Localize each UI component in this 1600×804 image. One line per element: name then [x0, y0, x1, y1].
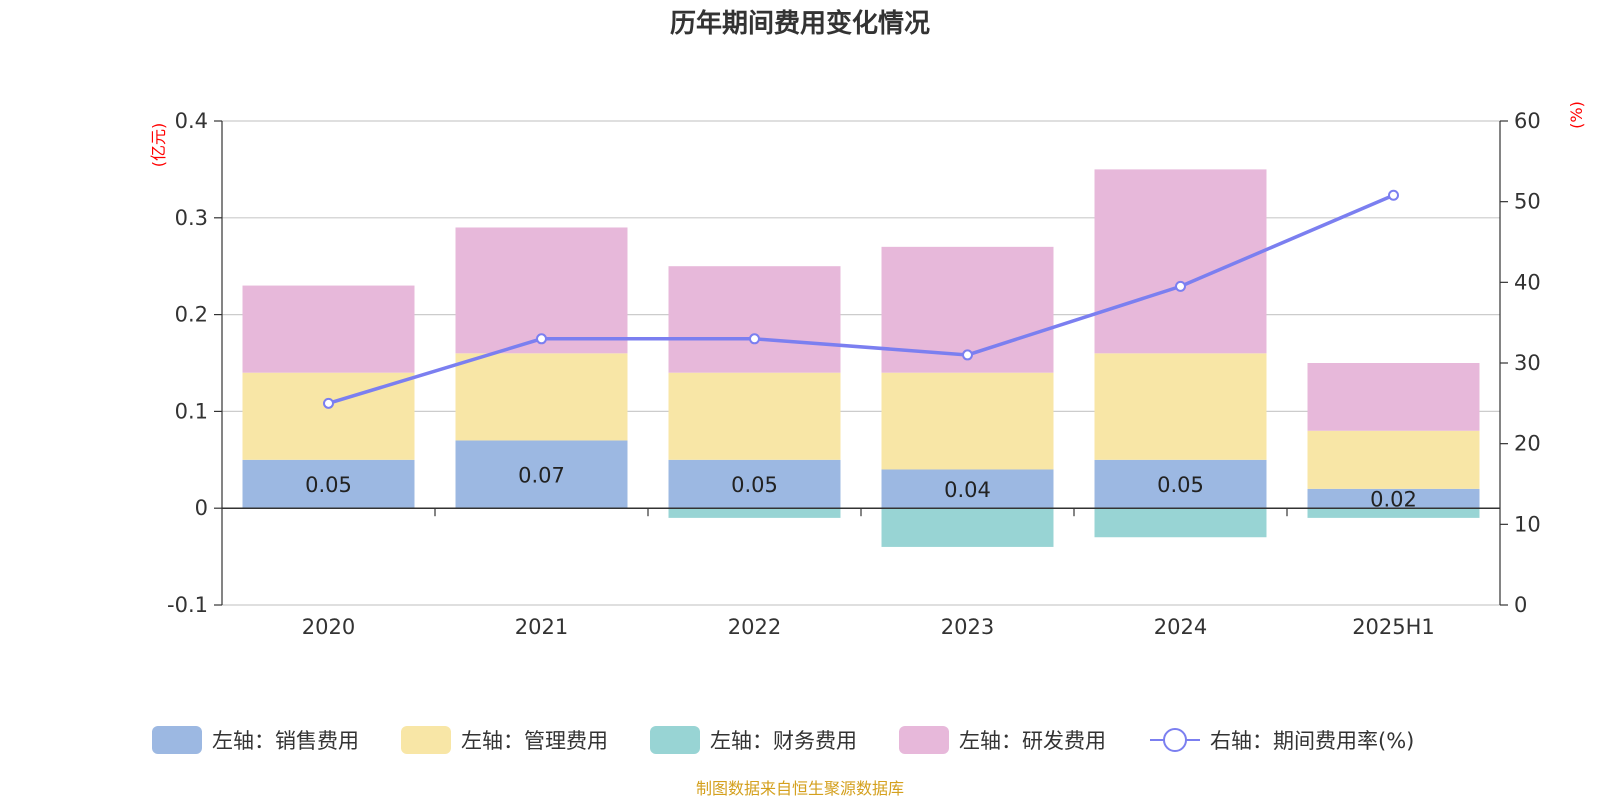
right-tick-label: 40: [1514, 270, 1541, 294]
right-tick-label: 60: [1514, 109, 1541, 133]
bar-segment: [668, 372, 841, 460]
rate-point: [536, 333, 547, 345]
x-tick-label: 2020: [302, 615, 355, 639]
rate-point: [323, 397, 334, 409]
legend-label: 左轴：销售费用: [212, 729, 359, 753]
right-tick-label: 10: [1514, 512, 1541, 536]
bars: 0.05 0.07 0.05 0.04 0.050.02: [242, 169, 1480, 547]
legend-label: 右轴：期间费用率(%): [1210, 729, 1414, 753]
bar-segment: [455, 440, 628, 509]
legend-swatch: [152, 726, 202, 754]
bar-segment: [881, 469, 1054, 509]
bar-segment: [1307, 430, 1480, 489]
right-tick-label: 20: [1514, 432, 1541, 456]
right-axis-unit: (%): [1567, 101, 1586, 129]
bar-segment: [1094, 459, 1267, 509]
bar-segment: [455, 353, 628, 441]
bar-data-label: 0.04: [944, 478, 991, 502]
legend-label: 左轴：研发费用: [959, 729, 1106, 753]
x-tick-label: 2021: [515, 615, 568, 639]
axes: -0.1 0 0.1 0.2 0.3 0.4 0 10 20 30 40 50 60 2020 2021 20…: [167, 109, 1541, 639]
left-tick-label: 0: [195, 496, 208, 520]
x-tick-label: 2024: [1154, 615, 1207, 639]
rate-point: [749, 333, 760, 345]
bar-segment: [668, 266, 841, 373]
legend-swatch: [899, 726, 949, 754]
legend-label: 左轴：管理费用: [461, 729, 608, 753]
rate-line-path: [327, 193, 1395, 406]
rate-point: [962, 349, 973, 361]
legend: 左轴：销售费用 左轴：管理费用 左轴：财务费用 左轴：研发费用 右轴：期间费用率(%): [152, 726, 1414, 754]
bar-data-label: 0.05: [1157, 473, 1204, 497]
left-tick-label: 0.4: [175, 109, 208, 133]
bar-segment: [1307, 508, 1480, 518]
left-tick-label: 0.2: [175, 303, 208, 327]
right-tick-label: 30: [1514, 351, 1541, 375]
bar-data-label: 0.07: [518, 463, 565, 487]
bar-segment: [1094, 353, 1267, 460]
left-tick-label: 0.1: [175, 399, 208, 423]
legend-line-marker: [1163, 728, 1187, 752]
chart-title: 历年期间费用变化情况: [670, 8, 930, 39]
bar-segment: [881, 372, 1054, 470]
right-tick-label: 50: [1514, 190, 1541, 214]
legend-label: 左轴：财务费用: [710, 729, 857, 753]
bar-segment: [1307, 488, 1480, 509]
left-tick-label: -0.1: [167, 593, 208, 617]
legend-swatch: [650, 726, 700, 754]
rate-point: [1175, 280, 1186, 292]
bar-data-label: 0.05: [305, 473, 352, 497]
right-tick-label: 0: [1514, 593, 1527, 617]
legend-swatch: [401, 726, 451, 754]
x-tick-label: 2025H1: [1352, 615, 1435, 639]
rate-point: [1388, 189, 1399, 201]
x-tick-label: 2022: [728, 615, 781, 639]
bar-data-label: 0.05: [731, 473, 778, 497]
left-tick-label: 0.3: [175, 206, 208, 230]
bar-segment: [668, 508, 841, 518]
bar-segment: [242, 459, 415, 509]
left-axis-unit: (亿元): [149, 123, 168, 168]
bar-segment: [668, 459, 841, 509]
x-tick-label: 2023: [941, 615, 994, 639]
source-note: 制图数据来自恒生聚源数据库: [696, 779, 904, 798]
bar-segment: [1307, 363, 1480, 431]
grid-lines: [222, 120, 1500, 606]
bar-segment: [881, 508, 1054, 547]
bar-segment: [242, 285, 415, 373]
rate-line: [323, 189, 1399, 409]
bar-segment: [455, 227, 628, 354]
bar-segment: [1094, 508, 1267, 538]
